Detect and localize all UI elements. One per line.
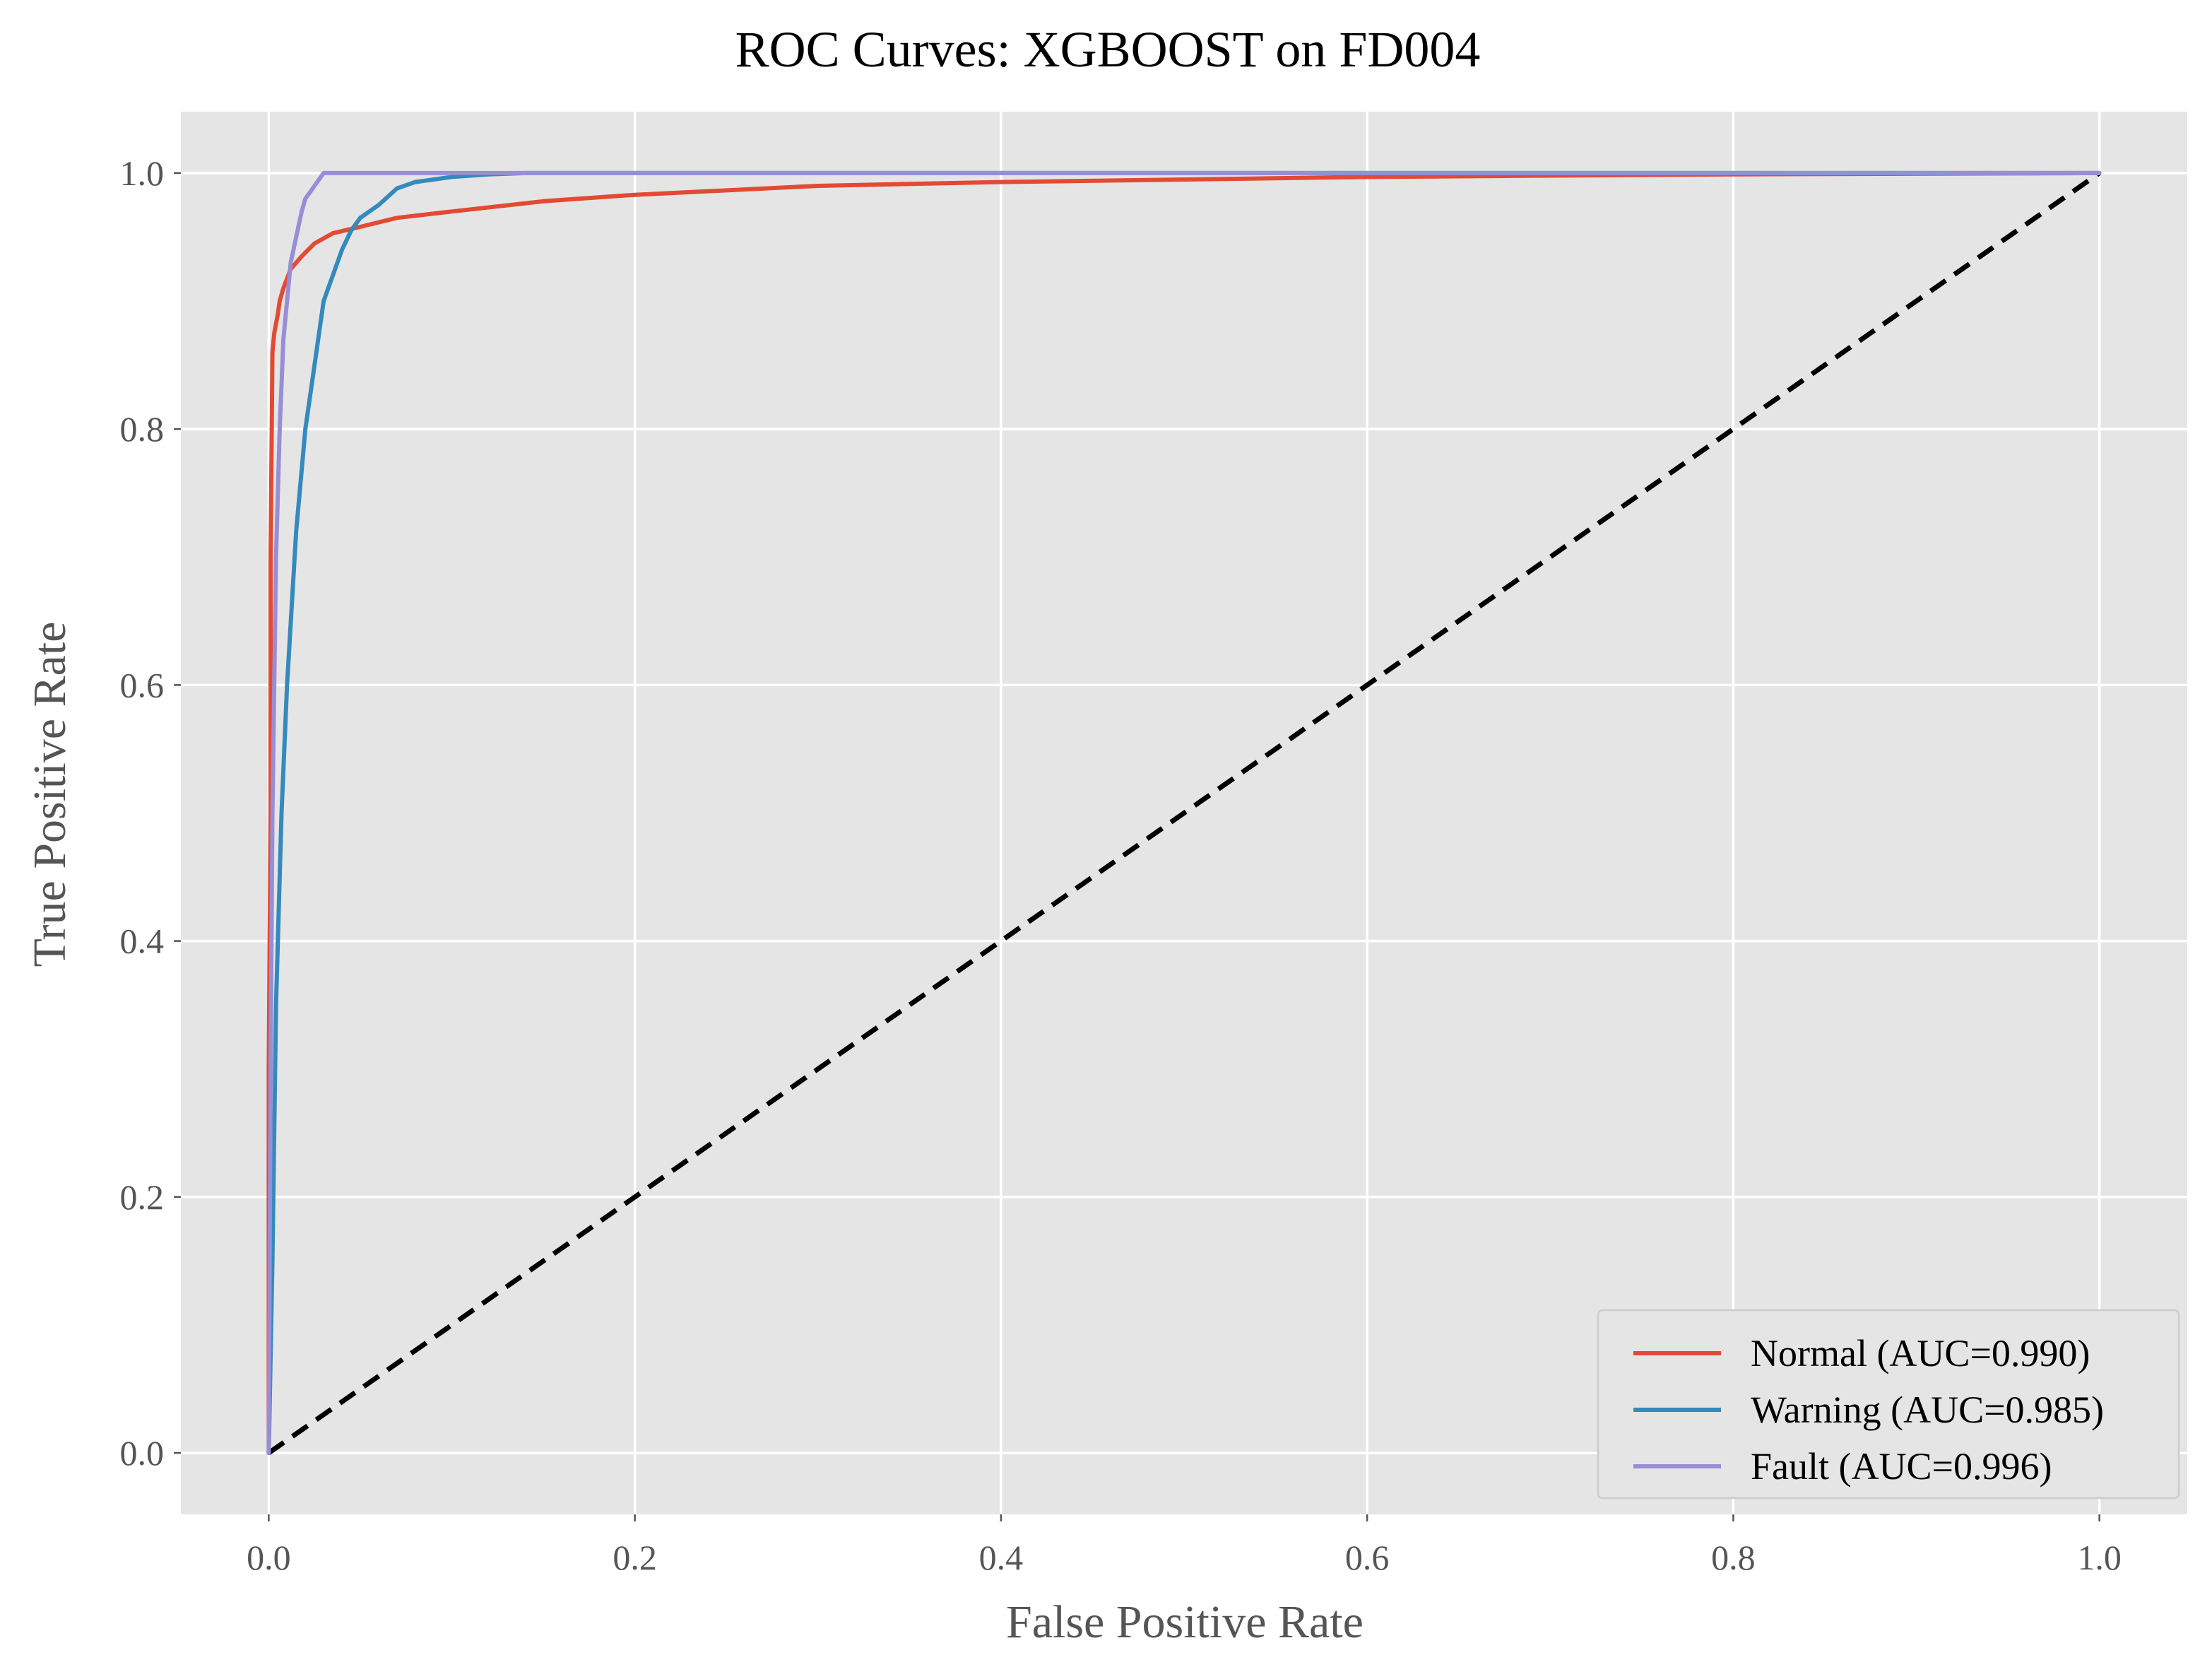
x-tick-label: 0.0 [247,1538,291,1577]
y-tick-label: 0.2 [120,1177,165,1217]
series-line-1 [266,170,2102,1456]
y-tick-label: 0.4 [120,921,165,961]
legend: Normal (AUC=0.990) Warning (AUC=0.985) Fau… [1597,1309,2180,1500]
legend-label-2: Warning (AUC=0.985) [1751,1389,2104,1431]
y-tick-label: 0.6 [120,665,165,705]
legend-label-1: Normal (AUC=0.990) [1751,1332,2090,1374]
x-tick-label: 0.2 [613,1538,657,1577]
y-tick-label: 1.0 [120,153,165,193]
x-axis-ticks: 0.0 0.2 0.4 0.6 0.8 1.0 [247,1514,2122,1577]
y-axis-ticks: 0.0 0.2 0.4 0.6 0.8 1.0 [120,153,181,1473]
reference-diagonal-line [267,171,2101,1455]
legend-box [1597,1309,2180,1500]
chart-title: ROC Curves: XGBOOST on FD004 [735,21,1481,78]
legend-label-3: Fault (AUC=0.996) [1751,1445,2052,1488]
y-tick-label: 0.0 [120,1433,165,1473]
y-axis-label: True Positive Rate [24,622,76,967]
x-tick-label: 1.0 [2077,1538,2122,1577]
x-tick-label: 0.6 [1345,1538,1390,1577]
x-tick-label: 0.8 [1711,1538,1756,1577]
x-axis-label: False Positive Rate [1006,1596,1364,1648]
series-line-3 [266,170,2102,1456]
plot-area [181,112,2187,1514]
x-tick-label: 0.4 [979,1538,1024,1577]
y-tick-label: 0.8 [120,409,165,449]
